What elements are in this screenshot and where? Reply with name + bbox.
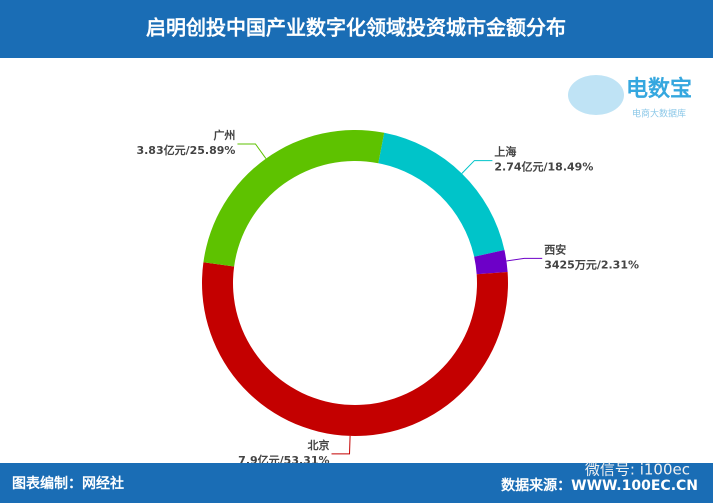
leader-line: [331, 435, 351, 455]
header-bar: [0, 0, 713, 58]
logo-cloud: [568, 75, 624, 115]
donut-segment: [203, 129, 385, 267]
slice-name: 广州: [213, 128, 235, 142]
slice-value-label: 3425万元/2.31%: [544, 258, 639, 271]
slice-value-label: 2.74亿元/18.49%: [494, 160, 593, 174]
leader-line: [237, 143, 267, 159]
slice-name: 上海: [494, 145, 516, 159]
slice-name: 北京: [308, 438, 330, 452]
logo-name: 电数宝: [626, 76, 692, 102]
plot: 上海2.74亿元/18.49%西安3425万元/2.31%北京7.9亿元/53.…: [136, 128, 639, 467]
logo: 电数宝 电商大数据库: [568, 75, 692, 120]
donut-segment: [378, 132, 505, 257]
leader-line: [506, 257, 543, 262]
footer-credit: 图表编制：网经社: [12, 475, 124, 492]
donut-segment: [202, 262, 508, 436]
footer-source: 数据来源：WWW.100EC.CN: [501, 477, 698, 494]
footer-bar: [0, 463, 713, 503]
chart-title: 启明创投中国产业数字化领域投资城市金额分布: [146, 16, 566, 40]
donut-segment: [474, 250, 508, 275]
leader-line: [461, 160, 493, 174]
logo-tagline: 电商大数据库: [632, 108, 686, 120]
slice-name: 西安: [544, 242, 566, 256]
slice-value-label: 3.83亿元/25.89%: [136, 143, 235, 157]
watermark: 微信号: i100ec: [585, 461, 690, 479]
